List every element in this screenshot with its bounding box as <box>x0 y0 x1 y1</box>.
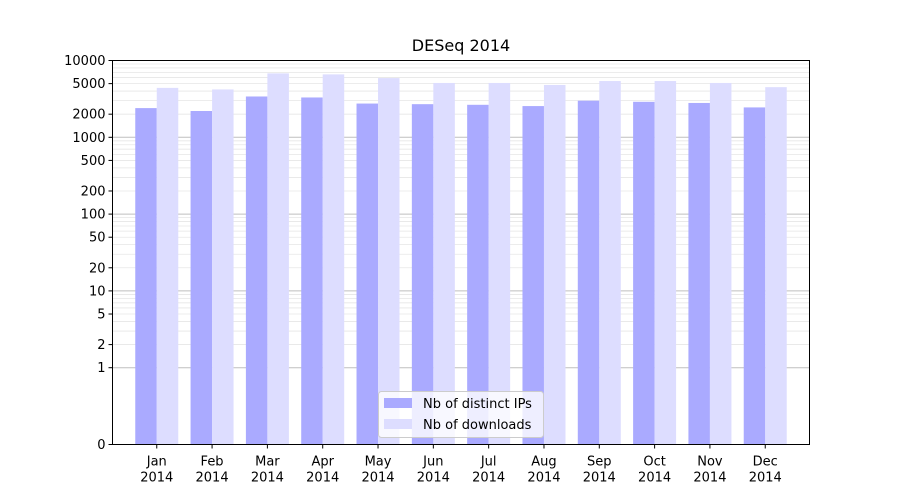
plot-frame <box>112 60 810 445</box>
legend-label-distinct-ips: Nb of distinct IPs <box>423 397 532 412</box>
legend-swatch-distinct-ips <box>384 398 412 408</box>
bar-distinct-ips <box>522 106 544 445</box>
y-tick-label: 2000 <box>72 108 105 123</box>
y-tick-label: 0 <box>97 438 105 453</box>
bar-downloads <box>267 73 289 445</box>
y-tick-label: 500 <box>81 154 106 169</box>
y-tick-label: 1000 <box>72 131 105 146</box>
x-tick-label-year: 2014 <box>306 471 339 486</box>
legend-box <box>378 391 544 438</box>
x-axis: Jan2014Feb2014Mar2014Apr2014May2014Jun20… <box>140 444 782 486</box>
x-tick-label-month: Oct <box>643 455 665 470</box>
bar-distinct-ips <box>135 108 157 445</box>
x-tick-label-year: 2014 <box>749 471 782 486</box>
legend-label-downloads: Nb of downloads <box>423 418 532 433</box>
x-tick-label-month: Dec <box>753 455 778 470</box>
bar-distinct-ips <box>467 104 489 445</box>
legend-swatch-downloads <box>384 419 412 429</box>
bar-downloads <box>378 78 400 445</box>
x-tick-label-year: 2014 <box>196 471 229 486</box>
x-tick-label-year: 2014 <box>527 471 560 486</box>
bar-downloads <box>322 74 345 445</box>
x-tick-label-year: 2014 <box>361 471 394 486</box>
x-tick-label-month: Mar <box>255 455 280 470</box>
chart-title: DESeq 2014 <box>412 36 510 55</box>
y-tick-label: 200 <box>81 184 106 199</box>
bar-distinct-ips <box>743 107 766 445</box>
x-tick-label-month: Apr <box>311 455 334 470</box>
bar-distinct-ips <box>245 96 268 445</box>
legend: Nb of distinct IPs Nb of downloads <box>378 391 544 438</box>
y-tick-label: 100 <box>81 208 106 223</box>
bar-downloads <box>599 81 621 445</box>
y-axis: 0 1 2 5 10 20 50 100 200 500 1000 2000 5000 10000 <box>64 54 113 453</box>
bar-downloads <box>156 87 179 445</box>
y-tick-label: 5000 <box>72 77 105 92</box>
x-tick-label-month: Feb <box>201 455 224 470</box>
x-tick-label-month: Nov <box>697 455 723 470</box>
bar-distinct-ips <box>356 103 379 445</box>
bar-downloads <box>543 84 566 445</box>
y-tick-label: 10 <box>89 284 106 299</box>
x-tick-label-year: 2014 <box>417 471 450 486</box>
x-tick-label-month: Jul <box>480 455 497 470</box>
x-tick-label-year: 2014 <box>583 471 616 486</box>
x-tick-label-month: Sep <box>587 455 612 470</box>
x-tick-label-month: Jun <box>422 455 443 470</box>
bar-distinct-ips <box>577 100 600 445</box>
y-tick-label: 50 <box>89 231 106 246</box>
x-tick-label-year: 2014 <box>251 471 284 486</box>
bar-downloads <box>709 82 732 445</box>
x-tick-label-year: 2014 <box>638 471 671 486</box>
bar-downloads <box>433 82 455 445</box>
x-tick-label-year: 2014 <box>472 471 505 486</box>
x-tick-label-month: Jan <box>146 455 167 470</box>
y-tick-label: 1 <box>97 361 105 376</box>
x-tick-label-year: 2014 <box>693 471 726 486</box>
bars <box>135 73 787 445</box>
bar-distinct-ips <box>411 104 434 445</box>
y-tick-label: 2 <box>97 338 105 353</box>
bar-distinct-ips <box>688 102 710 445</box>
bar-downloads <box>654 81 677 445</box>
bar-distinct-ips <box>301 97 323 445</box>
y-tick-label: 20 <box>89 261 106 276</box>
y-tick-label: 10000 <box>64 54 105 69</box>
bar-downloads <box>488 82 511 445</box>
x-tick-label-month: Aug <box>531 455 556 470</box>
x-tick-label-year: 2014 <box>140 471 173 486</box>
bar-downloads <box>212 89 234 445</box>
bar-distinct-ips <box>190 111 213 445</box>
bar-downloads <box>765 87 787 445</box>
bar-distinct-ips <box>633 101 655 445</box>
y-tick-label: 5 <box>97 308 105 323</box>
x-tick-label-month: May <box>365 455 392 470</box>
